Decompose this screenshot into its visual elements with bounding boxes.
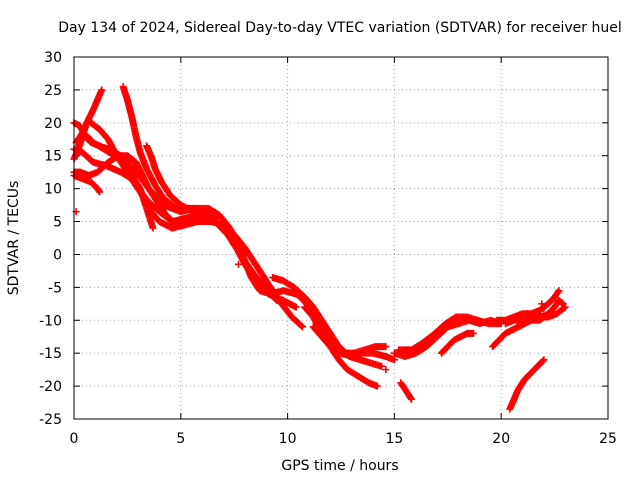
- x-tick-label: 0: [70, 431, 79, 447]
- data-point: [558, 299, 566, 307]
- series-track-9: [143, 142, 221, 222]
- y-tick-label: 0: [53, 247, 62, 263]
- data-point: [540, 310, 548, 318]
- y-tick-label: -10: [39, 313, 62, 329]
- y-tick-label: 10: [44, 182, 62, 198]
- series-track-16: [437, 329, 477, 357]
- series-track-6: [70, 171, 104, 196]
- data-point: [98, 86, 106, 94]
- series-track-13: [309, 323, 398, 364]
- data-point: [382, 343, 390, 351]
- series-track-20: [501, 297, 567, 328]
- data-point: [292, 303, 300, 311]
- series-track-15: [395, 313, 503, 354]
- series-track-2: [70, 145, 307, 331]
- data-point: [234, 260, 242, 268]
- data-point: [407, 395, 415, 403]
- series-isolated: [72, 208, 548, 374]
- x-tick-labels: 0 5 10 15 20 25: [70, 431, 617, 447]
- x-tick-label: 15: [385, 431, 403, 447]
- x-tick-label: 10: [279, 431, 297, 447]
- series-track-21: [506, 356, 548, 413]
- data-point: [96, 188, 104, 196]
- y-tick-label: -20: [39, 379, 62, 395]
- y-tick-label: 30: [44, 50, 62, 66]
- data-point: [213, 214, 221, 222]
- data-point: [559, 300, 567, 308]
- y-tick-label: -15: [39, 346, 62, 362]
- x-axis-title: GPS time / hours: [281, 458, 398, 474]
- series-track-3: [70, 152, 300, 311]
- data-point: [390, 356, 398, 364]
- data-point: [539, 357, 547, 365]
- y-tick-labels: -25 -20 -15 -10 -5 0 5 10 15 20 25 30: [39, 50, 62, 428]
- data-points: [70, 83, 569, 413]
- data-point: [560, 304, 568, 312]
- series-track-17: [397, 379, 415, 403]
- data-point: [382, 366, 390, 374]
- data-point: [378, 362, 386, 370]
- data-point: [373, 382, 381, 390]
- series-track-8: [119, 83, 309, 305]
- data-point: [149, 224, 157, 232]
- y-tick-label: 20: [44, 116, 62, 132]
- data-point: [299, 323, 307, 331]
- y-tick-label: 5: [53, 215, 62, 231]
- y-tick-label: 25: [44, 83, 62, 99]
- data-point: [538, 300, 546, 308]
- x-tick-label: 25: [599, 431, 617, 447]
- y-tick-label: 15: [44, 149, 62, 165]
- y-axis-title: SDTVAR / TECUs: [6, 181, 22, 296]
- y-tick-label: -25: [39, 412, 62, 428]
- data-point: [540, 356, 548, 364]
- data-point: [554, 288, 562, 296]
- chart-title: Day 134 of 2024, Sidereal Day-to-day VTE…: [58, 20, 621, 36]
- data-point: [469, 329, 477, 337]
- data-point: [297, 322, 305, 330]
- plot-frame: [73, 56, 609, 420]
- x-tick-label: 5: [176, 431, 185, 447]
- x-tick-label: 20: [492, 431, 510, 447]
- y-tick-label: -5: [48, 280, 62, 296]
- data-point: [555, 287, 563, 295]
